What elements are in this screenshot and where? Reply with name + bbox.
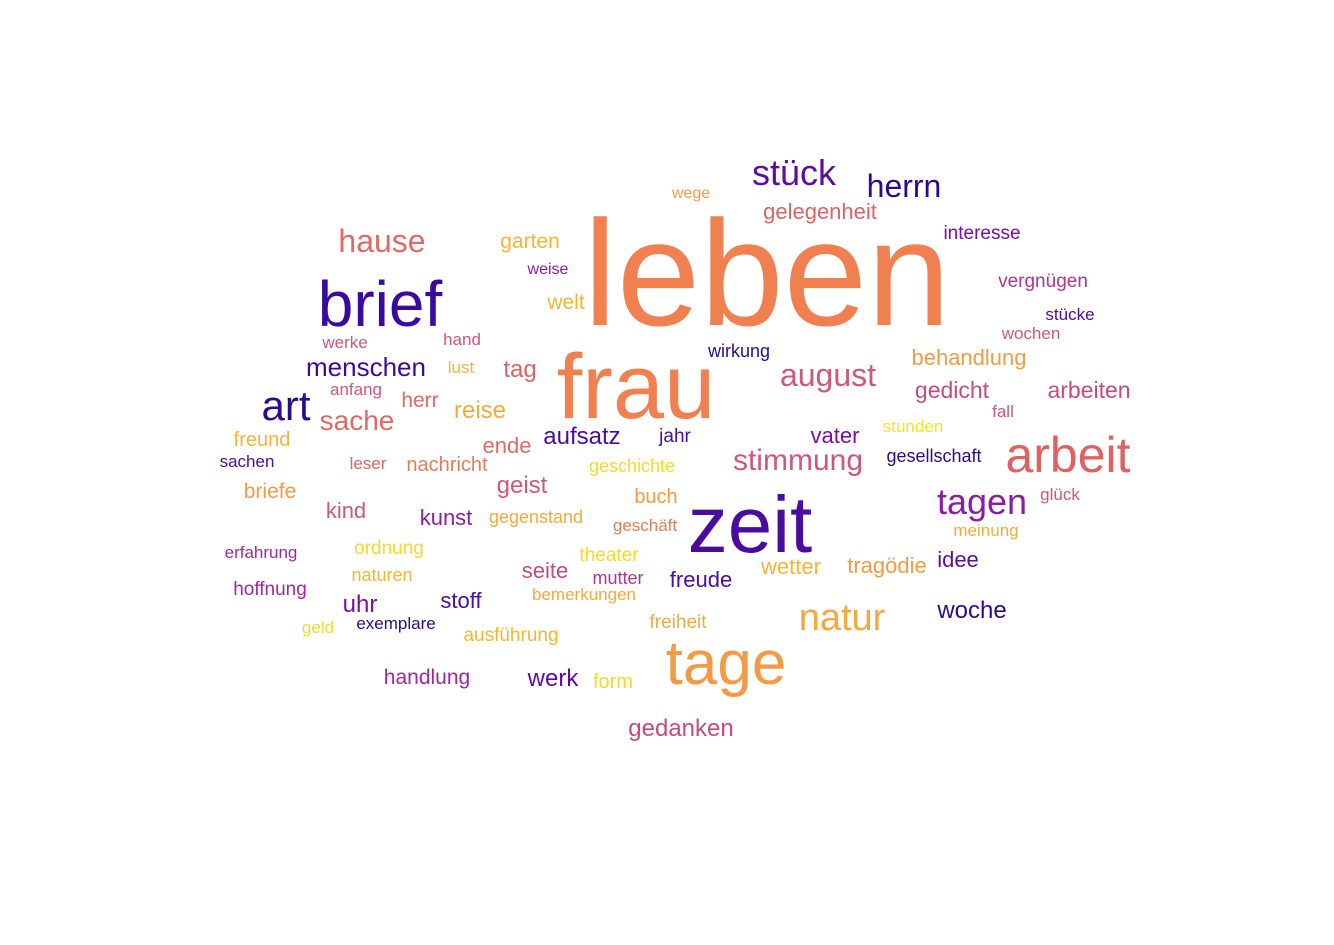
word-brief: brief <box>318 268 443 340</box>
word-tagen: tagen <box>937 481 1027 522</box>
word-frau: frau <box>557 336 716 438</box>
word-herr: herr <box>401 389 438 412</box>
word-sache: sache <box>320 405 395 436</box>
word-hause: hause <box>338 223 425 259</box>
word-uhr: uhr <box>343 591 378 618</box>
word-kind: kind <box>326 498 366 523</box>
word-gegenstand: gegenstand <box>489 507 583 527</box>
word-art: art <box>261 382 310 429</box>
word-meinung: meinung <box>953 521 1018 540</box>
word-august: august <box>780 357 876 393</box>
word-natur: natur <box>799 597 886 639</box>
word-werk: werk <box>527 665 580 692</box>
word-wetter: wetter <box>760 554 821 579</box>
word-zeit: zeit <box>688 480 813 569</box>
word-leser: leser <box>350 454 387 473</box>
word-stoff: stoff <box>440 588 482 613</box>
word-wege: wege <box>671 185 710 202</box>
word-wirkung: wirkung <box>707 341 770 361</box>
word-exemplare: exemplare <box>356 614 435 633</box>
word-woche: woche <box>936 597 1006 624</box>
word-hoffnung: hoffnung <box>233 579 307 600</box>
word-freude: freude <box>670 567 732 592</box>
word-lust: lust <box>448 358 475 377</box>
word-sachen: sachen <box>220 452 275 471</box>
word-geschichte: geschichte <box>589 456 675 476</box>
word-tage: tage <box>666 629 787 698</box>
word-welt: welt <box>546 291 585 314</box>
word-ende: ende <box>483 433 532 458</box>
word-mutter: mutter <box>592 568 643 588</box>
word-kunst: kunst <box>420 505 473 530</box>
word-glück: glück <box>1040 485 1080 504</box>
word-gedanken: gedanken <box>628 715 733 742</box>
word-jahr: jahr <box>658 426 691 447</box>
word-vergnügen: vergnügen <box>998 271 1088 292</box>
word-theater: theater <box>579 545 639 566</box>
word-gelegenheit: gelegenheit <box>763 199 877 224</box>
word-nachricht: nachricht <box>406 454 488 476</box>
word-reise: reise <box>454 397 506 424</box>
word-gedicht: gedicht <box>915 377 990 403</box>
word-naturen: naturen <box>351 565 412 585</box>
word-seite: seite <box>522 558 568 583</box>
word-handlung: handlung <box>384 666 470 689</box>
word-stunden: stunden <box>883 417 944 436</box>
word-ordnung: ordnung <box>354 538 424 559</box>
word-arbeiten: arbeiten <box>1047 377 1130 403</box>
word-tragödie: tragödie <box>847 553 927 578</box>
word-menschen: menschen <box>306 352 426 382</box>
word-form: form <box>593 671 633 693</box>
word-stimmung: stimmung <box>733 444 863 477</box>
word-buch: buch <box>634 486 677 508</box>
word-wochen: wochen <box>1001 324 1061 343</box>
word-gesellschaft: gesellschaft <box>886 446 981 466</box>
word-stücke: stücke <box>1045 305 1094 324</box>
word-idee: idee <box>937 547 979 572</box>
word-interesse: interesse <box>943 223 1020 244</box>
word-leben: leben <box>583 189 950 357</box>
word-weise: weise <box>527 261 569 278</box>
word-herrn: herrn <box>867 168 942 204</box>
word-arbeit: arbeit <box>1005 427 1130 483</box>
word-freund: freund <box>234 429 291 451</box>
word-vater: vater <box>811 423 860 448</box>
word-geld: geld <box>302 618 334 637</box>
word-briefe: briefe <box>244 480 297 503</box>
word-fall: fall <box>992 402 1014 421</box>
word-garten: garten <box>500 230 560 253</box>
word-geschäft: geschäft <box>613 516 678 535</box>
word-hand: hand <box>443 330 481 349</box>
word-freiheit: freiheit <box>649 612 707 633</box>
word-tag: tag <box>503 356 536 383</box>
word-aufsatz: aufsatz <box>543 423 620 450</box>
word-bemerkungen: bemerkungen <box>532 585 636 604</box>
word-ausführung: ausführung <box>463 625 558 646</box>
word-behandlung: behandlung <box>911 345 1026 370</box>
word-geist: geist <box>497 472 548 499</box>
word-erfahrung: erfahrung <box>225 543 298 562</box>
word-anfang: anfang <box>330 380 382 399</box>
word-werke: werke <box>321 333 367 352</box>
word-stück: stück <box>752 152 837 193</box>
